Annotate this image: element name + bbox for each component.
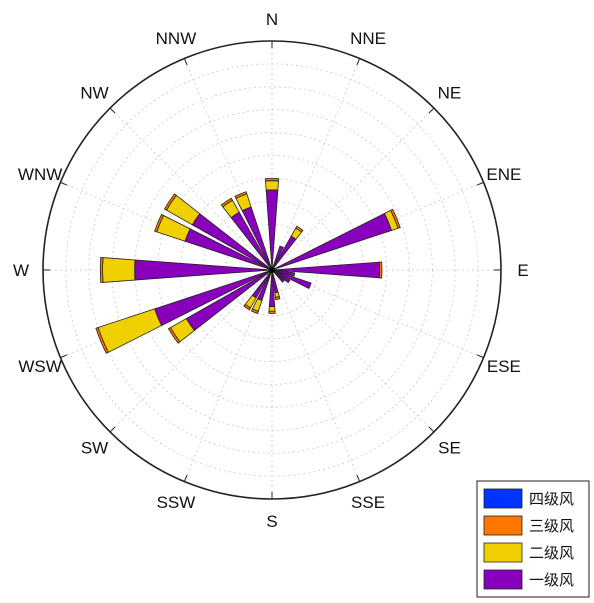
grid-ring (88, 86, 456, 454)
legend-swatch (483, 569, 523, 590)
wind-bar-segment (102, 257, 136, 283)
axis-tick (183, 58, 188, 66)
wind-bar-segment (99, 256, 104, 284)
grid-spoke (271, 269, 361, 482)
grid-spoke (60, 181, 273, 271)
grid-spoke (109, 107, 273, 271)
legend-swatch (483, 515, 523, 536)
direction-label-nne: NNE (350, 29, 386, 48)
wind-bar-segment (378, 261, 383, 279)
wind-bar-segment (390, 208, 401, 229)
wind-bar-segment (268, 306, 276, 312)
axis-tick (476, 181, 484, 186)
wind-bar-segment (295, 225, 304, 233)
direction-label-wnw: WNW (18, 165, 62, 184)
wind-bar-segment (220, 197, 234, 208)
wind-bar-segment (271, 269, 312, 290)
grid-spoke (109, 269, 273, 433)
legend-label: 一级风 (529, 571, 574, 589)
grid-spoke (271, 269, 484, 359)
wind-bar-segment (243, 303, 252, 311)
grid-spoke (271, 181, 484, 271)
legend-swatch (483, 542, 523, 563)
direction-label-nnw: NNW (156, 29, 197, 48)
direction-label-sse: SSE (351, 493, 385, 512)
grid-ring (157, 155, 387, 385)
direction-label-e: E (517, 261, 528, 280)
wind-bar-segment (95, 327, 109, 354)
direction-label-ne: NE (438, 84, 462, 103)
grid-spoke (183, 58, 273, 271)
axis-tick (183, 474, 188, 482)
direction-label-nw: NW (80, 84, 108, 103)
grid-spoke (183, 269, 273, 482)
wind-bar-segment (264, 178, 280, 182)
wind-bar-segment (167, 327, 181, 344)
axis-tick (428, 426, 435, 433)
wind-bars (95, 178, 401, 354)
wind-bar-segment (163, 193, 177, 211)
direction-label-s: S (266, 512, 277, 531)
wind-bar-segment (274, 295, 281, 300)
direction-labels: N NNE NE ENE E ESE SE SSE S SSW SW WSW W WNW NW NNW (13, 10, 529, 531)
wind-bar-segment (271, 269, 291, 284)
direction-label-ese: ESE (487, 357, 521, 376)
outer-ring (42, 40, 502, 500)
direction-label-ene: ENE (486, 165, 521, 184)
wind-bar-segment (154, 213, 165, 233)
wind-bar-segment (265, 180, 279, 191)
grid-spoke (271, 107, 435, 271)
wind-bar-segment (268, 310, 276, 314)
direction-label-sw: SW (81, 438, 108, 457)
wind-bar-segment (271, 269, 296, 277)
direction-label-ssw: SSW (157, 493, 196, 512)
center-dot (269, 267, 275, 273)
axis-tick (356, 474, 361, 482)
direction-label-se: SE (438, 438, 461, 457)
axis-tick (109, 426, 116, 433)
axis-tick (476, 354, 484, 359)
axis-tick (60, 354, 68, 359)
legend-label: 三级风 (529, 517, 574, 535)
grid-spoke (60, 269, 273, 359)
wind-bar-segment (234, 191, 248, 199)
axis-tick (109, 107, 116, 114)
grid-spoke (271, 58, 361, 271)
axis-tick (60, 181, 68, 186)
axis-tick (428, 107, 435, 114)
polar-grid (42, 40, 502, 500)
wind-bar-segment (250, 308, 259, 314)
legend-label: 二级风 (529, 544, 574, 562)
grid-spoke (271, 269, 435, 433)
wind-bar-segment (97, 308, 163, 353)
direction-label-wsw: WSW (18, 357, 61, 376)
wind-bar-segment (271, 269, 285, 283)
legend-label: 四级风 (529, 490, 574, 508)
legend-swatch (483, 488, 523, 509)
direction-label-n: N (266, 10, 278, 29)
wind-bar-segment (271, 245, 284, 271)
direction-label-w: W (13, 261, 29, 280)
axis-tick (356, 58, 361, 66)
